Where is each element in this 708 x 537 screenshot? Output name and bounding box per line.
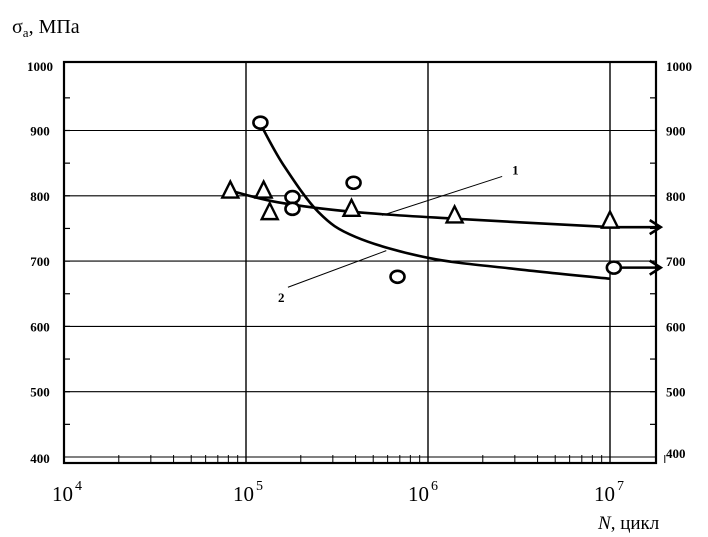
data-markers bbox=[220, 115, 623, 285]
y-tick-label-right: 800 bbox=[666, 189, 686, 204]
fitted-curves bbox=[229, 123, 611, 280]
fit-curve-2 bbox=[259, 123, 611, 280]
y-tick-label-left: 700 bbox=[30, 254, 50, 269]
y-axis-label: σa, МПа bbox=[12, 16, 80, 40]
x-tick-labels: 10 4 10 5 10 6 10 7 bbox=[52, 479, 624, 506]
triangle-marker bbox=[444, 203, 465, 224]
x-tick-label: 10 4 bbox=[52, 479, 82, 506]
triangle-marker bbox=[259, 200, 280, 221]
y-tick-label-right: 1000 bbox=[666, 59, 692, 74]
circle-marker bbox=[389, 269, 406, 285]
x-axis-label: N, цикл bbox=[597, 513, 660, 534]
y-tick-label-left: 600 bbox=[30, 319, 50, 334]
y-tick-label-left: 1000 bbox=[27, 59, 53, 74]
circle-marker bbox=[284, 201, 301, 217]
y-tick-label-right: 700 bbox=[666, 254, 686, 269]
y-tick-label-right: 600 bbox=[666, 319, 686, 334]
y-tick-label-left: 400 bbox=[30, 451, 50, 466]
annotation-leader-2 bbox=[287, 250, 387, 288]
y-axis-label-symbol: σ bbox=[12, 16, 23, 38]
runout-arrows bbox=[616, 219, 664, 276]
annotation-label-2: 2 bbox=[278, 290, 285, 305]
triangle-marker bbox=[220, 178, 241, 199]
circle-marker bbox=[345, 175, 362, 191]
y-tick-label-right: 500 bbox=[666, 385, 686, 400]
x-tick-label: 10 6 bbox=[408, 479, 438, 506]
runout-arrow-head-2 bbox=[649, 259, 664, 276]
y-axis-label-subscript: a bbox=[23, 25, 29, 40]
circle-marker bbox=[252, 115, 269, 130]
circle-marker bbox=[284, 189, 301, 205]
y-tick-labels-right: 1000 900 800 700 600 500 400 bbox=[666, 59, 692, 461]
plot-frame bbox=[62, 60, 658, 465]
runout-arrow-head-1 bbox=[649, 219, 664, 236]
y-tick-label-left: 500 bbox=[30, 385, 50, 400]
y-tick-label-right: 900 bbox=[666, 124, 686, 139]
annotation-label-1: 1 bbox=[512, 162, 519, 177]
triangle-marker bbox=[253, 178, 274, 199]
x-axis-label-unit: , цикл bbox=[611, 513, 660, 534]
y-tick-labels-left: 1000 900 800 700 600 500 400 bbox=[27, 59, 53, 466]
circle-marker bbox=[605, 260, 623, 275]
x-tick-label: 10 5 bbox=[233, 479, 263, 506]
y-tick-label-right: 400 bbox=[666, 446, 686, 461]
x-axis-label-symbol: N bbox=[597, 513, 612, 534]
y-axis-label-unit: , МПа bbox=[29, 16, 80, 38]
triangle-marker bbox=[341, 197, 362, 218]
minor-ticks bbox=[64, 97, 666, 463]
x-tick-label: 10 7 bbox=[594, 479, 624, 506]
y-tick-label-left: 800 bbox=[30, 189, 50, 204]
annotation-leader-1 bbox=[382, 175, 503, 216]
grid bbox=[64, 62, 656, 463]
y-tick-label-left: 900 bbox=[30, 124, 50, 139]
triangle-marker bbox=[600, 208, 620, 229]
curve-annotations: 12 bbox=[278, 162, 519, 304]
fit-curve-1 bbox=[229, 189, 611, 229]
